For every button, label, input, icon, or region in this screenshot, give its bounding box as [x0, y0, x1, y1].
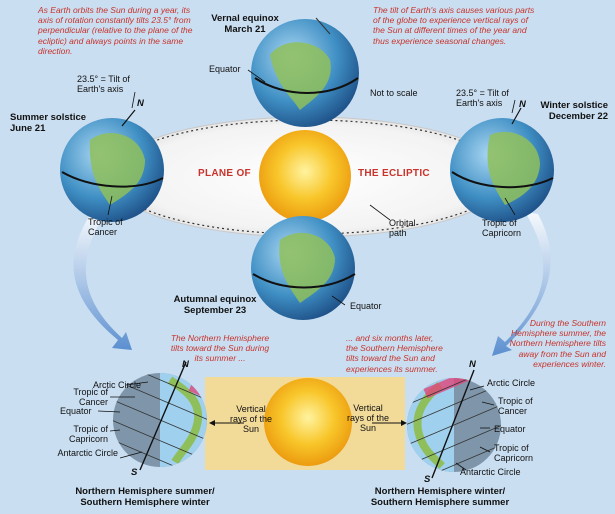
caption-nh-winter: Northern Hemisphere winter/ Southern Hem… [370, 486, 510, 508]
label-lr-arctic-circle: Arctic Circle [487, 378, 536, 388]
arrow-right [492, 212, 551, 356]
sun-orbit [259, 130, 351, 222]
label-north-left: N [137, 98, 144, 109]
globe-winter [450, 107, 554, 222]
label-ll-vertical-rays: Vertical rays of the Sun [229, 404, 273, 435]
label-winter-solstice: Winter solstice December 22 [540, 100, 609, 122]
label-equator-bottom: Equator [350, 301, 382, 311]
label-ll-tropic-capricorn: Tropic of Capricorn [68, 424, 108, 445]
label-lr-tropic-cancer: Tropic of Cancer [498, 396, 533, 417]
caption-mid-center: ... and six months later, the Southern H… [346, 333, 443, 374]
leader-lines [107, 69, 516, 306]
label-tropic-cancer: Tropic of Cancer [88, 217, 123, 238]
label-tilt-right: 23.5° = Tilt of Earth's axis [456, 88, 509, 109]
globe-autumnal [251, 216, 356, 320]
arrow-left [73, 212, 132, 350]
globe-vernal [251, 17, 359, 127]
label-autumnal-equinox: Autumnal equinox September 23 [173, 294, 257, 316]
label-ll-equator: Equator [60, 406, 92, 416]
label-ll-south: S [131, 467, 138, 478]
label-summer-solstice: Summer solstice June 21 [10, 112, 87, 134]
lower-right-leaders [455, 385, 495, 471]
label-lr-south: S [424, 474, 431, 485]
label-lr-tropic-capricorn: Tropic of Capricorn [494, 443, 534, 464]
sun-lower [264, 378, 352, 466]
caption-top-left: As Earth orbits the Sun during a year, i… [38, 5, 193, 56]
label-ll-antarctic-circle: Antarctic Circle [57, 448, 118, 458]
label-north-right: N [519, 99, 526, 110]
label-ll-arctic-circle: Arctic Circle [93, 380, 142, 390]
globe-summer [60, 109, 164, 222]
label-plane-of: PLANE OF [198, 168, 251, 179]
caption-mid-right: During the Southern Hemisphere summer, t… [509, 318, 606, 369]
caption-top-right: The tilt of Earth's axis causes various … [373, 5, 535, 46]
label-the-ecliptic: THE ECLIPTIC [358, 168, 430, 179]
label-lr-vertical-rays: Vertical rays of the Sun [346, 403, 390, 434]
label-tropic-capricorn: Tropic of Capricorn [482, 218, 522, 239]
label-ll-tropic-cancer: Tropic of Cancer [73, 387, 108, 408]
globe-nh-winter [407, 369, 501, 479]
caption-mid-left: The Northern Hemisphere tilts toward the… [170, 333, 270, 364]
label-lr-north: N [469, 359, 476, 370]
lower-left-leaders [97, 381, 149, 459]
label-vernal-equinox: Vernal equinox March 21 [211, 13, 279, 35]
label-ll-north: N [182, 359, 189, 370]
label-tilt-left: 23.5° = Tilt of Earth's axis [77, 74, 130, 95]
label-lr-equator: Equator [494, 424, 526, 434]
label-not-to-scale: Not to scale [370, 88, 418, 98]
label-orbital-path: Orbital path [389, 218, 416, 239]
caption-nh-summer: Northern Hemisphere summer/ Southern Hem… [75, 486, 215, 508]
label-equator-top: Equator [209, 64, 241, 74]
label-lr-antarctic-circle: Antarctic Circle [460, 467, 521, 477]
